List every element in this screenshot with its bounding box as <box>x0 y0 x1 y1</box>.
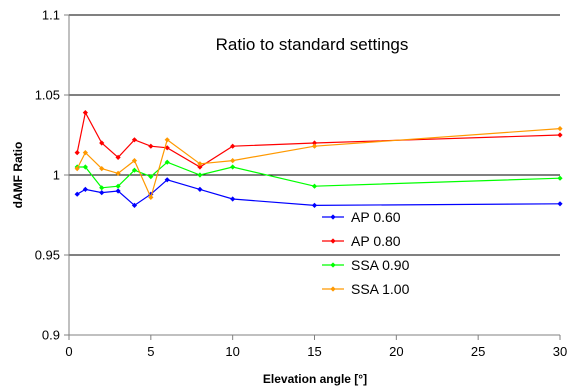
data-point <box>197 186 203 192</box>
legend-marker <box>330 214 336 220</box>
data-point <box>131 202 138 208</box>
data-point <box>115 154 121 160</box>
data-point <box>311 143 318 149</box>
y-tick-label: 1.1 <box>42 8 60 23</box>
data-point <box>82 186 88 192</box>
data-point <box>131 167 138 173</box>
data-point <box>230 196 236 202</box>
legend-entry: AP 0.60 <box>322 209 401 225</box>
data-point <box>164 137 170 143</box>
data-point <box>115 188 121 194</box>
data-point <box>99 166 105 172</box>
data-point <box>230 143 236 149</box>
legend-marker <box>330 262 336 268</box>
series-ssa-1-00 <box>74 126 563 200</box>
data-point <box>230 164 236 170</box>
data-point <box>74 150 80 156</box>
data-point <box>115 183 121 189</box>
legend-entry: SSA 1.00 <box>322 281 410 297</box>
legend-marker <box>330 286 336 292</box>
x-axis-title: Elevation angle [°] <box>263 372 367 386</box>
data-point <box>74 166 80 172</box>
data-point <box>311 183 318 189</box>
data-point <box>99 190 105 196</box>
legend-marker <box>330 238 336 244</box>
data-point <box>82 164 88 170</box>
data-point <box>557 201 563 207</box>
x-tick-label: 15 <box>307 344 321 359</box>
data-point <box>82 110 88 116</box>
data-point <box>311 140 318 146</box>
data-point <box>82 150 88 156</box>
x-tick-label: 20 <box>389 344 403 359</box>
x-tick-label: 10 <box>225 344 239 359</box>
data-point <box>197 172 203 178</box>
y-axis-title: dAMF Ratio <box>11 142 25 209</box>
series-ssa-0-90 <box>74 159 563 191</box>
data-point <box>557 132 563 138</box>
data-point <box>115 170 121 176</box>
data-point <box>557 126 563 132</box>
y-ticks: 0.9 0.95 1 1.05 1.1 <box>35 8 69 343</box>
chart-title: Ratio to standard settings <box>216 35 409 54</box>
legend: AP 0.60 AP 0.80 SSA 0.90 SSA 1.00 <box>322 209 410 297</box>
data-point <box>131 158 138 164</box>
legend-label: AP 0.80 <box>351 233 401 249</box>
y-tick-label: 0.95 <box>35 248 60 263</box>
legend-entry: AP 0.80 <box>322 233 401 249</box>
x-tick-label: 5 <box>147 344 154 359</box>
y-tick-label: 1.05 <box>35 88 60 103</box>
legend-label: AP 0.60 <box>351 209 401 225</box>
legend-label: SSA 0.90 <box>351 257 410 273</box>
data-point <box>148 174 154 180</box>
data-point <box>99 140 105 146</box>
data-point <box>197 161 203 167</box>
x-tick-label: 0 <box>65 344 72 359</box>
data-point <box>311 202 318 208</box>
data-point <box>164 177 170 183</box>
x-tick-label: 25 <box>471 344 485 359</box>
data-point <box>131 137 138 143</box>
data-point <box>164 159 170 165</box>
legend-entry: SSA 0.90 <box>322 257 410 273</box>
data-point <box>230 158 236 164</box>
y-tick-label: 1 <box>53 168 60 183</box>
legend-label: SSA 1.00 <box>351 281 410 297</box>
x-tick-label: 30 <box>553 344 567 359</box>
series-lines <box>74 110 563 208</box>
series-ap-0-80 <box>74 110 563 170</box>
data-point <box>197 164 203 170</box>
data-point <box>148 143 154 149</box>
data-point <box>99 185 105 191</box>
series-ap-0-60 <box>74 177 563 208</box>
x-ticks: 0 5 10 15 20 25 30 <box>65 335 567 359</box>
data-point <box>74 191 80 197</box>
data-point <box>148 194 154 200</box>
y-tick-label: 0.9 <box>42 328 60 343</box>
data-point <box>557 175 563 181</box>
